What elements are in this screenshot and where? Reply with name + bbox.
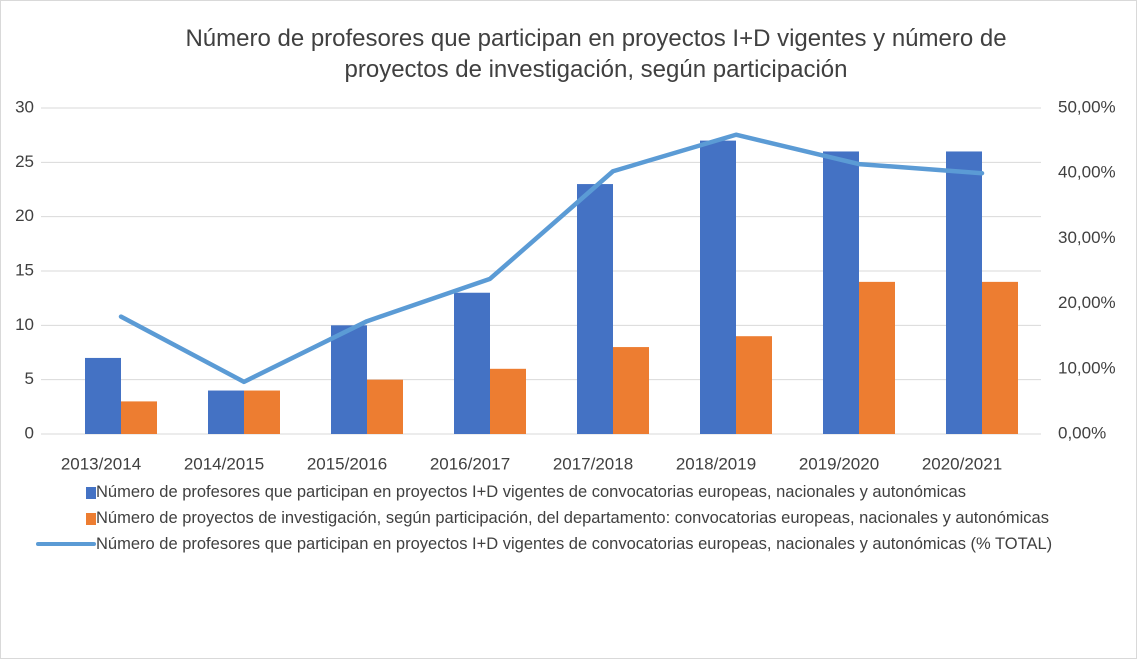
x-tick-label: 2014/2015: [184, 454, 264, 471]
legend-label: Número de proyectos de investigación, se…: [96, 509, 1049, 527]
legend-item: Número de proyectos de investigación, se…: [36, 507, 1126, 530]
bar: [454, 292, 490, 434]
legend-swatch: [36, 542, 96, 546]
line: [118, 132, 985, 385]
x-tick-label: 2015/2016: [307, 454, 387, 471]
x-tick-label: 2018/2019: [676, 454, 756, 471]
bar: [613, 347, 649, 434]
y2-tick-label: 30,00%: [1058, 228, 1116, 247]
y-tick-label: 15: [15, 260, 34, 279]
y2-tick-label: 0,00%: [1058, 423, 1106, 442]
bar: [859, 281, 895, 434]
bar: [946, 151, 982, 434]
legend-item: Número de profesores que participan en p…: [36, 481, 1126, 504]
x-tick-label: 2013/2014: [61, 454, 141, 471]
y2-tick-label: 40,00%: [1058, 163, 1116, 182]
legend-label: Número de profesores que participan en p…: [96, 535, 1053, 553]
bar: [982, 281, 1018, 434]
x-tick-label: 2020/2021: [922, 454, 1002, 471]
x-tick-label: 2019/2020: [799, 454, 879, 471]
y2-tick-label: 20,00%: [1058, 293, 1116, 312]
legend-swatch: [86, 487, 96, 499]
y-tick-label: 10: [15, 315, 34, 334]
plot: 0 5 10 15 20 25 30 0,00% 10,00% 20,00% 30,00% 40,00…: [15, 97, 1116, 471]
legend-swatch: [86, 513, 96, 525]
bar: [736, 336, 772, 434]
legend-label: Número de profesores que participan en p…: [96, 483, 966, 501]
x-tick-label: 2017/2018: [553, 454, 633, 471]
bar: [700, 140, 736, 434]
legend: Número de profesores que participan en p…: [36, 481, 1126, 559]
y-tick-label: 30: [15, 97, 34, 116]
y-tick-label: 5: [25, 369, 34, 388]
x-tick-label: 2016/2017: [430, 454, 510, 471]
y2-tick-label: 10,00%: [1058, 358, 1116, 377]
bar: [85, 357, 121, 434]
legend-item: Número de profesores que participan en p…: [36, 533, 1126, 556]
y2-tick-label: 50,00%: [1058, 97, 1116, 116]
chart-title: Número de profesores que participan en p…: [185, 25, 1007, 83]
bar: [121, 401, 157, 434]
bar: [244, 390, 280, 434]
y-tick-label: 0: [25, 423, 34, 442]
bar: [208, 390, 244, 434]
bar: [577, 184, 613, 434]
y-tick-label: 25: [15, 152, 34, 171]
bar: [331, 325, 367, 434]
bar: [823, 151, 859, 434]
bar: [490, 368, 526, 434]
y-tick-label: 20: [15, 206, 34, 225]
bar: [367, 379, 403, 434]
